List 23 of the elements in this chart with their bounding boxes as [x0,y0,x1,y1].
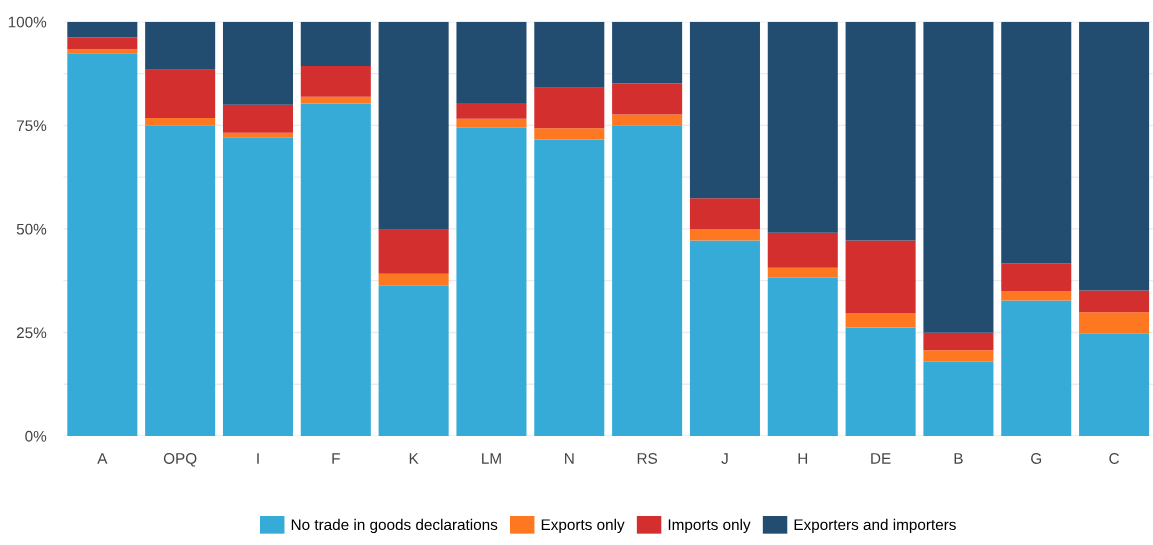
x-tick-label: G [1031,453,1042,464]
x-tick-label: C [1109,453,1120,464]
x-tick-label: N [565,453,574,464]
legend-label: Imports only [668,518,751,534]
x-tick-label: A [97,453,108,464]
x-tick-label: J [721,453,728,464]
x-tick-label: DE [871,453,891,464]
y-tick-label: 0% [25,430,47,442]
legend-label: Exporters and importers [794,518,956,534]
x-tick-label: LM [482,453,501,464]
y-tick-label: 100% [8,16,47,28]
x-tick-label: B [954,453,963,464]
legend-label: Exports only [541,518,625,534]
x-tick-label: F [332,453,340,464]
y-tick-label: 50% [16,223,47,235]
x-tick-label: RS [637,453,658,464]
x-tick-label: OPQ [163,453,197,467]
y-tick-label: 75% [16,120,47,132]
x-tick-label: K [409,453,419,464]
x-tick-label: H [798,453,808,464]
legend-label: No trade in goods declarations [291,518,498,534]
x-tick-label: I [257,453,259,464]
y-tick-label: 25% [16,327,47,339]
